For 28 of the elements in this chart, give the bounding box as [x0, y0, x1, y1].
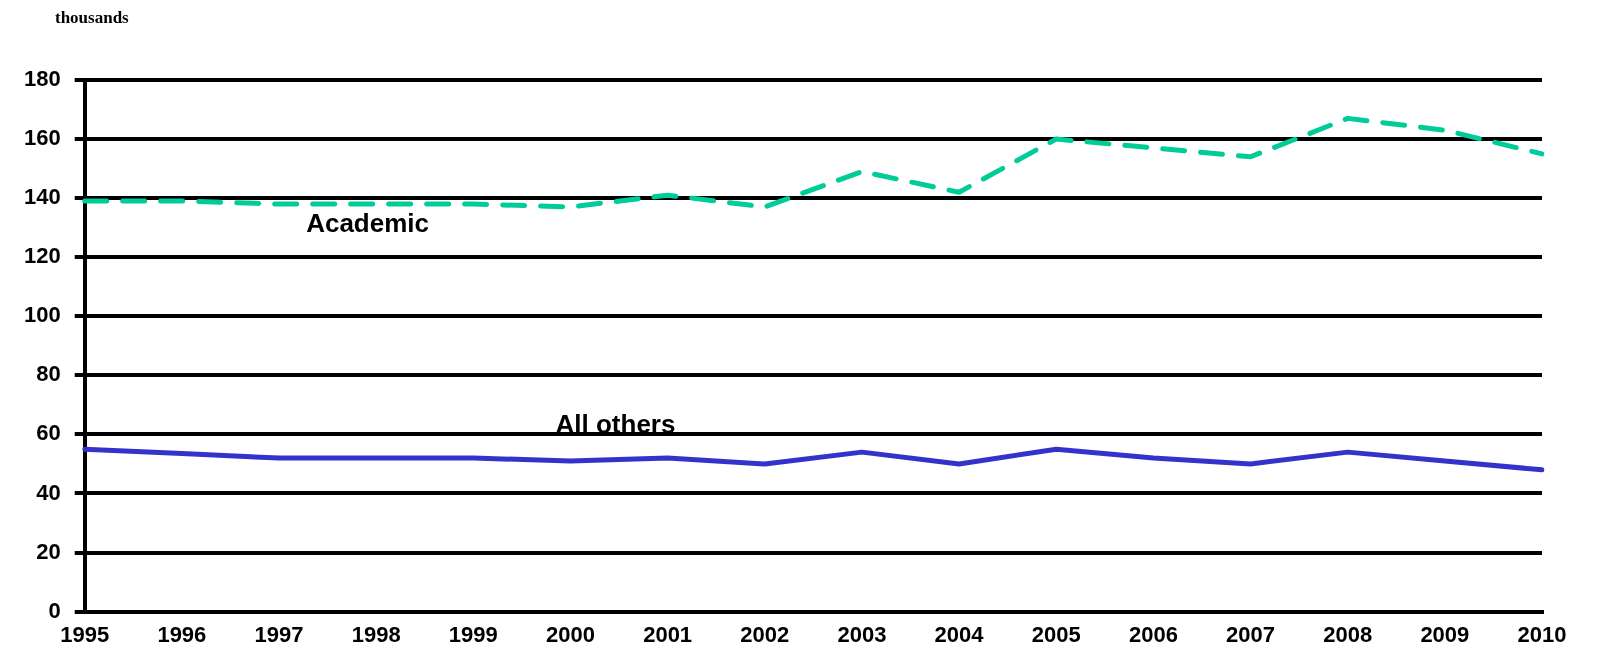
x-tick-label: 2003 — [837, 621, 887, 647]
x-tick-label: 1996 — [157, 621, 207, 647]
x-tick-label: 2007 — [1226, 621, 1276, 647]
y-tick-label: 120 — [23, 243, 61, 269]
x-tick-label: 2004 — [934, 621, 985, 647]
x-tick-label: 2010 — [1517, 621, 1567, 647]
y-tick-label: 140 — [23, 184, 61, 210]
x-tick-label: 1998 — [351, 621, 401, 647]
y-tick-label: 180 — [23, 66, 61, 92]
y-tick-label: 60 — [36, 420, 61, 446]
y-tick-label: 40 — [36, 479, 61, 505]
x-tick-label: 1995 — [60, 621, 110, 647]
y-tick-label: 0 — [48, 597, 61, 623]
x-tick-label: 1999 — [448, 621, 498, 647]
y-tick-label: 20 — [36, 538, 61, 564]
x-tick-label: 2005 — [1031, 621, 1081, 647]
x-tick-label: 2001 — [643, 621, 693, 647]
x-tick-label: 2009 — [1420, 621, 1470, 647]
y-axis-title: thousands — [55, 8, 129, 28]
x-tick-label: 2008 — [1323, 621, 1373, 647]
y-tick-label: 80 — [36, 361, 61, 387]
x-tick-label: 2002 — [740, 621, 790, 647]
x-tick-label: 2006 — [1128, 621, 1178, 647]
y-tick-label: 100 — [23, 302, 61, 328]
series-label: Academic — [306, 208, 430, 239]
x-tick-label: 2000 — [545, 621, 595, 647]
y-tick-label: 160 — [23, 125, 61, 151]
x-tick-label: 1997 — [254, 621, 304, 647]
